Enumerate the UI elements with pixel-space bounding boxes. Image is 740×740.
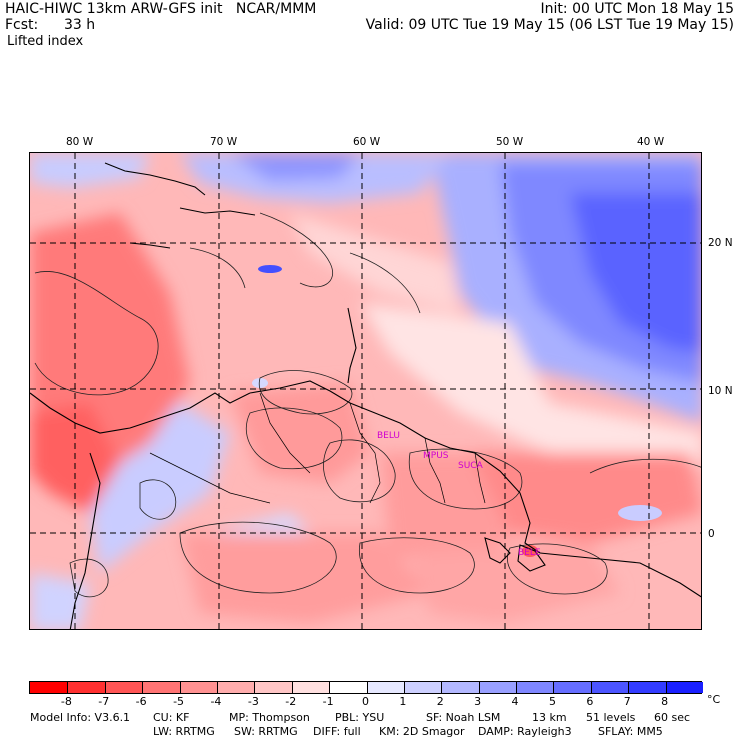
title-line: HAIC-HIWC 13km ARW-GFS init NCAR/MMM <box>5 1 317 17</box>
station-label-belu: BELU <box>377 431 401 441</box>
lon-label-40w: 40 W <box>637 136 665 148</box>
colorbar-box <box>665 682 704 693</box>
colorbar-tick-label: 4 <box>511 695 519 708</box>
model-info-pbl: PBL: YSU <box>335 711 385 724</box>
colorbar-tick-label: 1 <box>399 695 407 708</box>
colorbar-tick-label: 8 <box>661 695 669 708</box>
colorbar-tick-label: 7 <box>623 695 631 708</box>
colorbar-box <box>329 682 367 693</box>
lon-label-70w: 70 W <box>210 136 238 148</box>
forecast-hour: 33 h <box>64 17 96 33</box>
field-shading <box>30 153 701 629</box>
colorbar-box <box>104 682 143 693</box>
colorbar-box <box>179 682 218 693</box>
init-time: Init: 00 UTC Mon 18 May 15 <box>540 1 734 17</box>
lon-label-60w: 60 W <box>353 136 381 148</box>
field-name: Lifted index <box>7 34 84 49</box>
colorbar-box <box>254 682 293 693</box>
colorbar-tick-label: 0 <box>362 695 369 708</box>
model-info-version: Model Info: V3.6.1 <box>30 711 131 724</box>
colorbar-box <box>441 682 480 693</box>
colorbar-tick-label: -2 <box>285 695 297 708</box>
colorbar-box <box>366 682 405 693</box>
station-label-mpus: MPUS <box>423 451 449 461</box>
colorbar-box <box>216 682 255 693</box>
colorbar-tick-label: -5 <box>173 695 185 708</box>
colorbar-box <box>291 682 330 693</box>
colorbar-tick-label: -6 <box>135 695 147 708</box>
colorbar-tick-label: -7 <box>98 695 110 708</box>
colorbar <box>29 681 704 694</box>
colorbar-tick-label: -8 <box>60 695 72 708</box>
lon-label-80w: 80 W <box>66 136 94 148</box>
model-info-sf: SF: Noah LSM <box>426 711 501 724</box>
colorbar-box <box>478 682 517 693</box>
model-info-lw: LW: RRTMG <box>153 725 215 738</box>
station-label-suca: SUCA <box>458 461 483 471</box>
graticule <box>30 153 701 629</box>
colorbar-tick-label: -1 <box>322 695 334 708</box>
model-info-damp: DAMP: Rayleigh3 <box>478 725 572 738</box>
station-label-bele: BELE <box>518 548 541 558</box>
colorbar-box <box>67 682 106 693</box>
colorbar-tick-label: -4 <box>210 695 222 708</box>
model-info-mp: MP: Thompson <box>229 711 310 724</box>
map-graphic <box>30 153 701 629</box>
model-info-sflay: SFLAY: MM5 <box>598 725 663 738</box>
contours <box>34 212 701 598</box>
lon-label-50w: 50 W <box>496 136 524 148</box>
field-detail <box>252 265 662 557</box>
model-info-km: KM: 2D Smagor <box>379 725 465 738</box>
colorbar-tick-label: 5 <box>548 695 556 708</box>
colorbar-box <box>142 682 181 693</box>
colorbar-box <box>403 682 442 693</box>
colorbar-tick-label: 3 <box>474 695 482 708</box>
valid-time: Valid: 09 UTC Tue 19 May 15 (06 LST Tue … <box>365 17 734 33</box>
colorbar-box <box>30 682 68 693</box>
model-info-timestep: 60 sec <box>654 711 691 724</box>
model-info-diff: DIFF: full <box>313 725 361 738</box>
lat-label-10n: 10 N <box>708 385 733 397</box>
model-info-levels: 51 levels <box>586 711 636 724</box>
colorbar-box <box>628 682 667 693</box>
colorbar-unit: °C <box>707 693 721 706</box>
model-info-cu: CU: KF <box>153 711 190 724</box>
colorbar-box <box>590 682 629 693</box>
colorbar-tick-label: -3 <box>247 695 259 708</box>
model-info-resolution: 13 km <box>532 711 567 724</box>
colorbar-tick-label: 6 <box>586 695 594 708</box>
lat-label-equator: 0 <box>708 528 715 540</box>
colorbar-box <box>553 682 592 693</box>
lat-label-20n: 20 N <box>708 237 733 249</box>
model-info-sw: SW: RRTMG <box>234 725 298 738</box>
forecast-label: Fcst: <box>5 17 39 33</box>
lifted-index-map <box>29 152 702 630</box>
colorbar-box <box>516 682 554 693</box>
colorbar-tick-label: 2 <box>436 695 444 708</box>
